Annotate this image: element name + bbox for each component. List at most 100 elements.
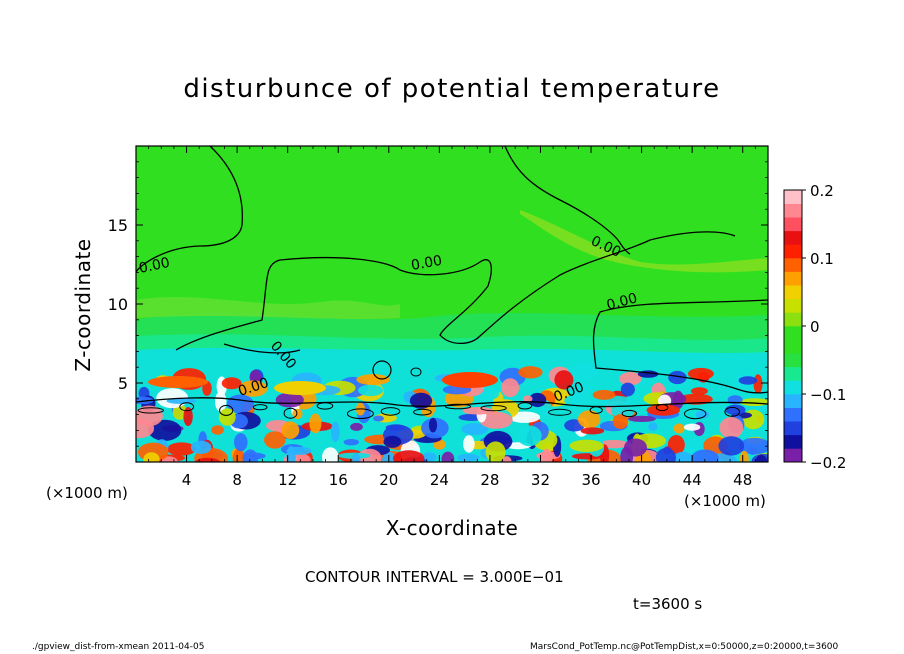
field-blob (578, 410, 601, 429)
field-blob (172, 404, 187, 420)
colorbar-tick-label: 0.1 (810, 250, 834, 268)
field-blob (569, 439, 604, 452)
field-blob (668, 370, 687, 385)
field-blob (619, 372, 642, 386)
contour-line-3 (592, 299, 768, 394)
field-blob (409, 392, 433, 409)
colorbar-swatch (784, 244, 802, 259)
x-axis: 4 8 12 16 20 24 28 32 36 40 44 48 (148, 146, 756, 489)
contour-loop (283, 407, 298, 419)
field-blob (738, 376, 758, 385)
colorbar-swatch (784, 217, 802, 232)
time-label: t=3600 s (633, 595, 703, 613)
contour-loop (517, 402, 533, 410)
field-blob (211, 425, 224, 435)
contour-loop (655, 404, 669, 412)
colorbar-tick-label: 0.2 (810, 182, 834, 200)
y-axis: 5 10 15 (108, 161, 768, 447)
y-tick-label: 5 (118, 374, 128, 393)
colorbar-swatch (784, 190, 802, 204)
field-blob (286, 446, 312, 455)
field-blob (571, 383, 593, 396)
field-blob (691, 449, 719, 462)
contour-loop (621, 409, 637, 418)
colorbar-swatch (784, 339, 802, 354)
field-blob (136, 418, 155, 439)
field-blob (690, 387, 708, 395)
field-band-4 (520, 210, 768, 273)
chart-title: disturbunce of potential temperature (183, 74, 721, 104)
colorbar-swatch (784, 448, 802, 463)
field-blob (442, 372, 498, 388)
colorbar-swatch (784, 366, 802, 381)
field-blob (232, 448, 245, 462)
field-blob (725, 404, 746, 415)
y-tick-label: 15 (108, 216, 128, 235)
colorbar-swatch (784, 258, 802, 272)
colorbar: 0.2 0.1 0 −0.1 −0.2 (783, 182, 846, 472)
contour-line-4 (223, 343, 301, 354)
field-blob (719, 417, 744, 439)
x-tick-label: 4 (182, 471, 192, 489)
contour-label: 0.00 (410, 253, 443, 274)
contour-loop (413, 408, 432, 416)
colorbar-swatch (784, 380, 802, 395)
contour-loop (372, 360, 392, 380)
footer-right: MarsCond_PotTemp.nc@PotTempDist,x=0:5000… (530, 642, 839, 652)
contour-line-1 (504, 146, 631, 255)
field-blob (518, 366, 543, 379)
field-blob (517, 425, 542, 447)
field-blob (462, 407, 494, 415)
field-blob (148, 376, 208, 388)
x-unit-left: (×1000 m) (46, 484, 128, 502)
contour-line-5 (136, 397, 768, 408)
contour-loop (179, 402, 195, 412)
field-blob (541, 448, 553, 462)
x-tick-label: 8 (232, 471, 242, 489)
field-blob (739, 450, 749, 462)
field-blob (755, 454, 767, 462)
colorbar-swatch (784, 312, 802, 327)
field-blob (754, 405, 768, 412)
field-blob (479, 411, 513, 429)
colorbar-swatch (784, 203, 802, 218)
field-blob (373, 415, 384, 422)
colorbar-swatch (784, 326, 802, 340)
y-tick-label: 10 (108, 295, 128, 314)
field-band-3 (136, 297, 400, 319)
x-tick-label: 28 (480, 471, 499, 489)
field-blob (738, 437, 768, 455)
field-blob (343, 439, 359, 446)
field-blob (568, 363, 599, 381)
x-tick-label: 40 (632, 471, 651, 489)
field-blob (667, 435, 685, 455)
field-blob (485, 441, 506, 462)
colorbar-swatch (784, 298, 802, 313)
field-blob (221, 377, 242, 390)
contour-label: 0.00 (605, 290, 639, 314)
field-blob (457, 453, 480, 462)
x-tick-label: 48 (733, 471, 752, 489)
colorbar-swatch (784, 230, 802, 245)
field-blob (148, 419, 182, 441)
field-blob (281, 421, 300, 440)
field-blob (166, 398, 197, 404)
field-blob (264, 431, 286, 449)
field-blob (350, 422, 363, 431)
contour-loop (684, 408, 707, 420)
field-blob (612, 414, 629, 430)
field-blob (441, 451, 455, 462)
field-blob (215, 391, 227, 412)
contour-line-2 (175, 231, 736, 351)
field-blob (358, 384, 384, 397)
field-blob (356, 374, 390, 386)
colorbar-swatch (784, 353, 802, 368)
field-blob (522, 395, 533, 403)
contour-loop (137, 407, 165, 414)
field-blob (234, 433, 248, 452)
field-blob (655, 448, 676, 462)
field-blob (687, 367, 714, 380)
contour-loop (219, 404, 234, 416)
x-tick-label: 24 (430, 471, 449, 489)
